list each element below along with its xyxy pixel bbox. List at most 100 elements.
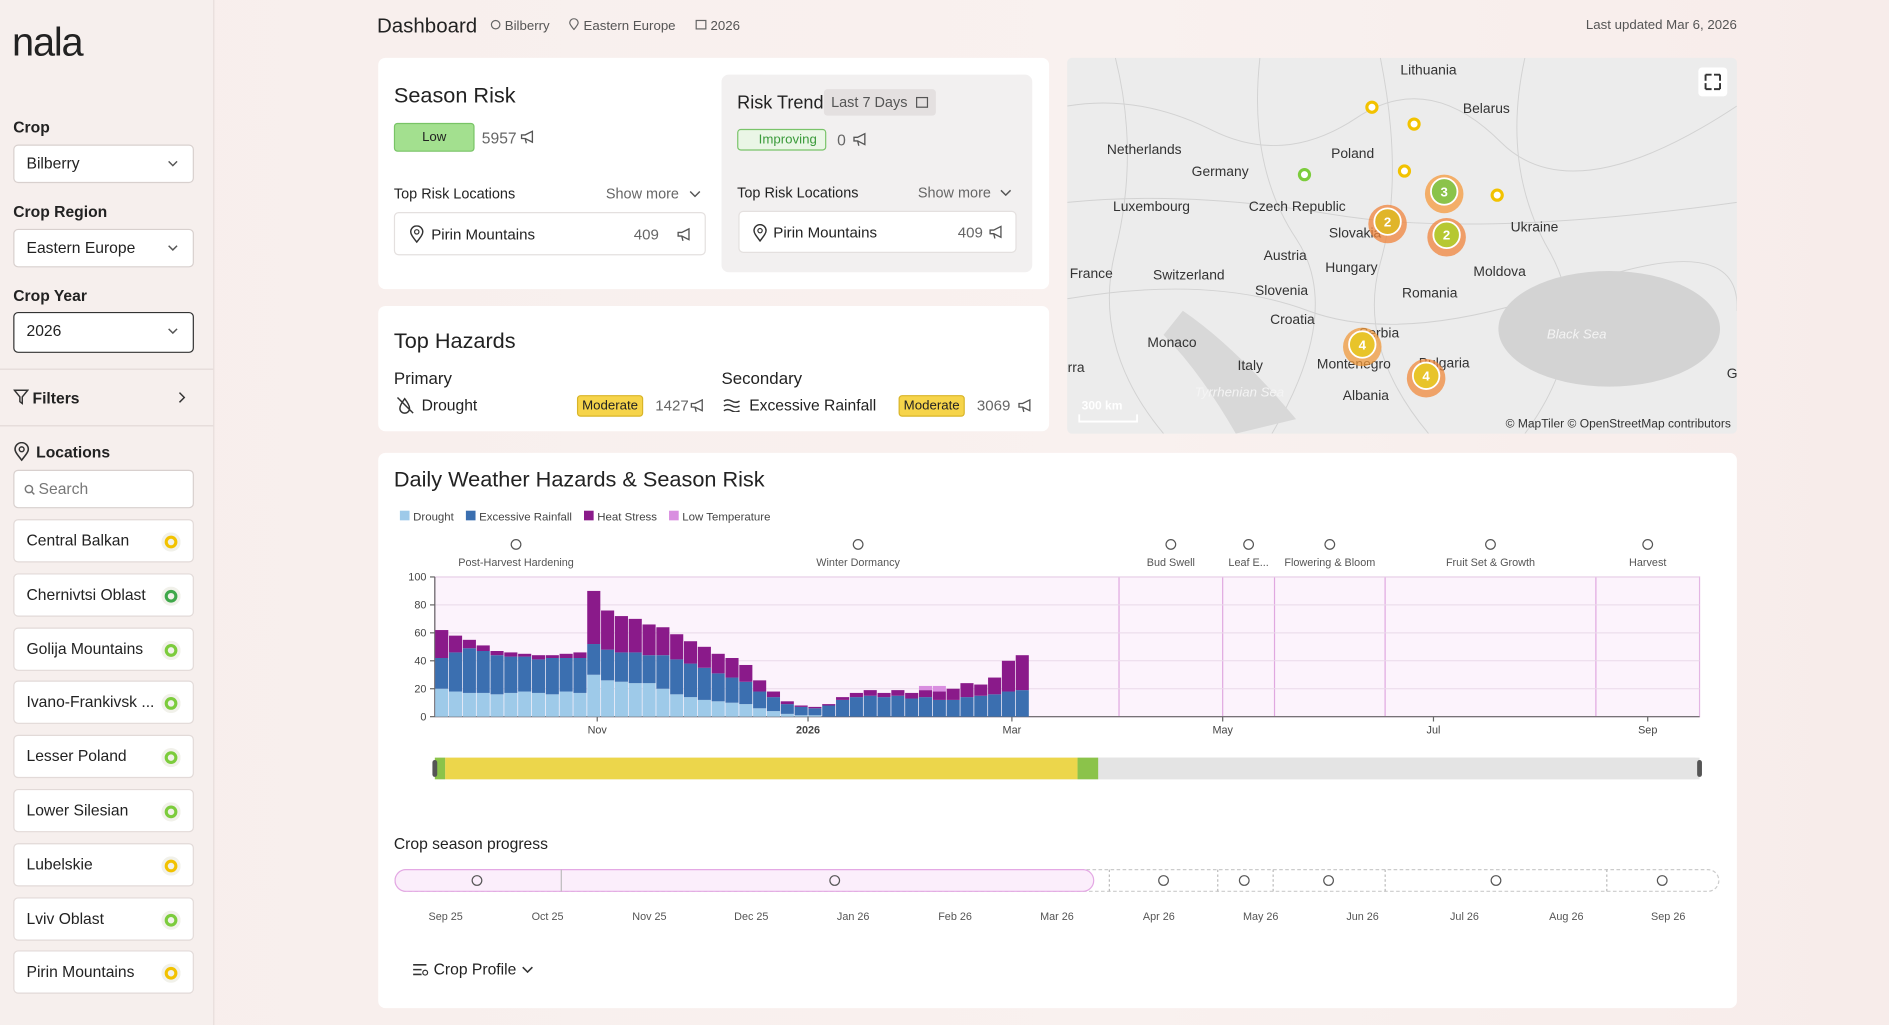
megaphone-icon	[989, 225, 1003, 239]
select[interactable]: Eastern Europe	[13, 229, 194, 268]
map[interactable]: 300 km © MapTiler © OpenStreetMap contri…	[1067, 58, 1737, 434]
map-label: Moldova	[1473, 263, 1526, 279]
card-title: Season Risk	[394, 83, 516, 108]
location-row[interactable]: Pirin Mountains 409	[394, 212, 706, 255]
x-tick-label: 2026	[796, 725, 820, 737]
bar-segment	[560, 692, 573, 717]
map-label: Black Sea	[1547, 326, 1607, 341]
location-item[interactable]: Golija Mountains	[13, 627, 194, 670]
bar-segment	[684, 697, 697, 717]
map-label: Tyrrhenian Sea	[1195, 384, 1285, 399]
bar-segment	[629, 619, 642, 653]
x-tick-label: Nov	[588, 725, 608, 737]
location-item[interactable]: Lviv Oblast	[13, 897, 194, 940]
bar-segment	[712, 701, 725, 716]
bar-segment	[573, 652, 586, 658]
bar-segment	[670, 694, 683, 716]
bar-segment	[532, 659, 545, 693]
y-tick-label: 60	[414, 627, 426, 639]
chevron	[1000, 189, 1012, 196]
bar-segment	[974, 696, 987, 717]
location-item[interactable]: Pirin Mountains	[13, 951, 194, 994]
status-icon	[161, 586, 180, 605]
expand-button[interactable]	[1698, 67, 1727, 96]
location-item[interactable]: Chernivtsi Oblast	[13, 573, 194, 616]
bar-segment	[919, 686, 932, 690]
pin-icon	[410, 225, 424, 243]
phase-icon	[1325, 540, 1335, 550]
select-value: Eastern Europe	[26, 238, 135, 256]
bar-segment	[795, 715, 808, 716]
bar-segment	[477, 651, 490, 693]
search[interactable]: Search	[13, 470, 194, 509]
map-label: Switzerland	[1153, 266, 1225, 282]
bar-segment	[684, 641, 697, 663]
bar-segment	[449, 692, 462, 717]
list-icon	[412, 962, 429, 976]
logo[interactable]: nala	[12, 19, 82, 65]
bar-segment	[725, 703, 738, 717]
hazard-level: Moderate	[577, 395, 643, 417]
location-row[interactable]: Pirin Mountains 409	[738, 211, 1016, 253]
bar-segment	[615, 652, 628, 681]
progress-month: Sep 25	[429, 911, 463, 923]
hazard-count: 3069	[977, 397, 1011, 414]
map-label: Albania	[1343, 387, 1389, 403]
bar-segment	[670, 634, 683, 659]
bar-segment	[808, 707, 821, 708]
bar-segment	[767, 697, 780, 711]
section-title: Top Risk Locations	[394, 185, 515, 202]
bar-segment	[1016, 655, 1029, 690]
progress-month: Jan 26	[837, 911, 870, 923]
bar-segment	[629, 683, 642, 717]
map-label: Croatia	[1270, 311, 1315, 327]
x-tick-label: Sep	[1638, 725, 1657, 737]
chevron	[689, 190, 701, 197]
period-chip[interactable]: Last 7 Days	[824, 89, 936, 115]
bar-segment	[698, 668, 711, 700]
alert-count: 5957	[482, 129, 517, 147]
crop-profile-button[interactable]: Crop Profile	[412, 960, 533, 978]
legend-label: Low Temperature	[682, 511, 770, 523]
map-label: Austria	[1264, 247, 1307, 263]
hazard-level: Moderate	[899, 395, 965, 417]
bar-segment	[753, 692, 766, 709]
phase-icon	[1244, 540, 1254, 550]
bar-segment	[560, 658, 573, 692]
status-bg	[161, 694, 180, 713]
select-value: Bilberry	[26, 154, 79, 172]
location-item[interactable]: Lubelskie	[13, 843, 194, 886]
bar-segment	[560, 654, 573, 658]
bar-segment	[933, 692, 946, 700]
filters[interactable]: Filters	[33, 389, 80, 407]
bar-segment	[836, 697, 849, 700]
bar-segment	[767, 692, 780, 698]
progress-month: May 26	[1243, 911, 1279, 923]
select[interactable]: Bilberry	[13, 145, 194, 184]
y-tick-label: 100	[408, 572, 426, 584]
show-more[interactable]: Show more	[918, 184, 991, 201]
bar-segment	[615, 682, 628, 717]
location-item[interactable]: Ivano-Frankivsk ...	[13, 681, 194, 724]
bar-segment	[891, 696, 904, 717]
bar-segment	[546, 694, 559, 716]
location-name: Pirin Mountains	[26, 963, 134, 981]
hazard-label: Primary	[394, 369, 452, 388]
show-more[interactable]: Show more	[606, 185, 679, 202]
location-item[interactable]: Lower Silesian	[13, 789, 194, 832]
select[interactable]: 2026	[13, 312, 194, 353]
bar-segment	[518, 654, 531, 657]
bar-segment	[601, 610, 614, 649]
legend-label: Drought	[413, 511, 455, 523]
location-name: Chernivtsi Oblast	[26, 585, 145, 603]
hazard-name: Drought	[422, 396, 478, 414]
panel-title: Risk Trend	[737, 93, 823, 113]
bar-segment	[725, 678, 738, 703]
location-name: Ivano-Frankivsk ...	[26, 693, 154, 711]
location-item[interactable]: Lesser Poland	[13, 735, 194, 778]
map-label: Romania	[1402, 285, 1458, 301]
location-item[interactable]: Central Balkan	[13, 519, 194, 562]
y-tick-label: 40	[414, 655, 426, 667]
